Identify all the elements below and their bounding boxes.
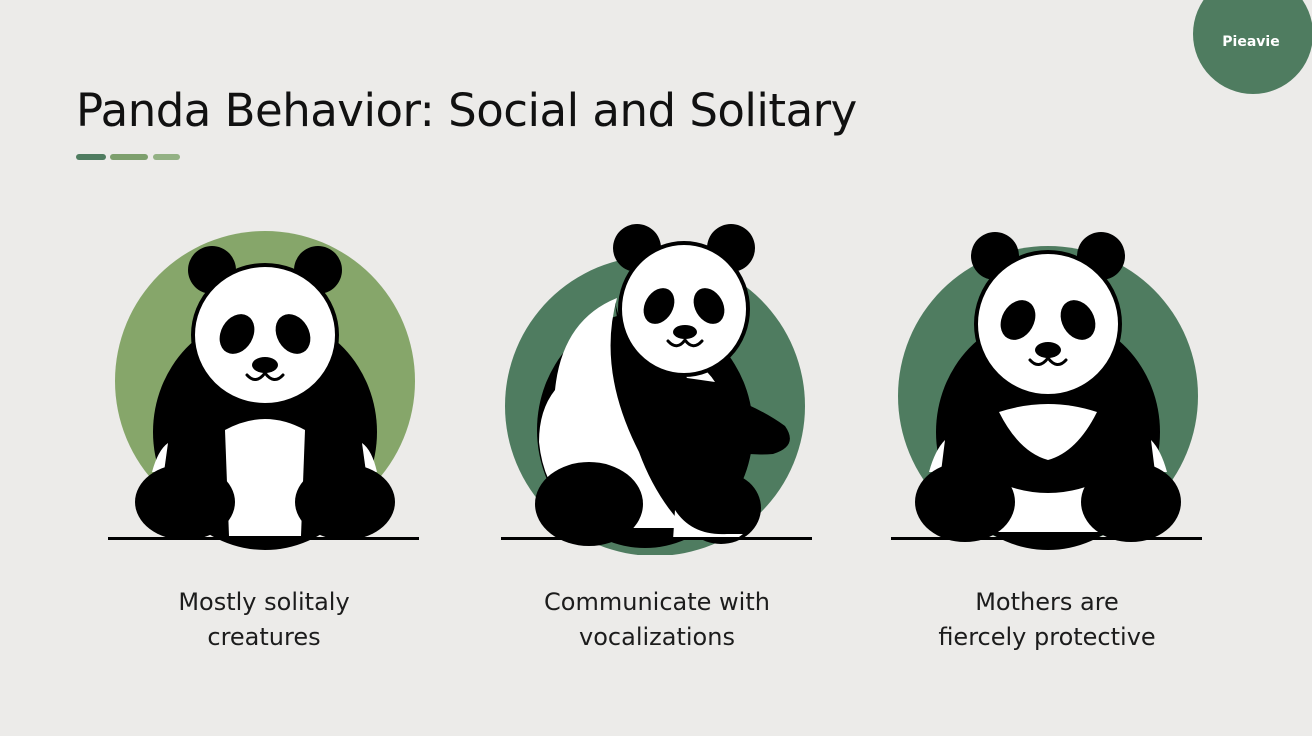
- caption-line: Mostly solitaly: [178, 588, 350, 616]
- card-caption: Communicate with vocalizations: [487, 585, 827, 655]
- badge: Pieavie: [1193, 0, 1312, 94]
- sitting-panda-icon: [108, 231, 419, 550]
- underline-dash: [110, 154, 148, 160]
- hugging-panda-icon: [891, 232, 1202, 550]
- caption-line: fiercely protective: [938, 623, 1156, 651]
- side-panda-icon: [501, 224, 812, 555]
- card-caption: Mostly solitaly creatures: [94, 585, 434, 655]
- caption-line: Communicate with: [544, 588, 770, 616]
- badge-label: Pieavie: [1222, 34, 1280, 50]
- caption-line: vocalizations: [579, 623, 735, 651]
- card-protective: Mothers are fiercely protective: [877, 210, 1217, 670]
- underline-dash: [153, 154, 180, 160]
- underline-dash: [76, 154, 106, 160]
- card-vocalizations: Communicate with vocalizations: [487, 210, 827, 670]
- caption-line: creatures: [207, 623, 321, 651]
- card-solitary: Mostly solitaly creatures: [94, 210, 434, 670]
- caption-line: Mothers are: [975, 588, 1119, 616]
- card-caption: Mothers are fiercely protective: [877, 585, 1217, 655]
- slide-title: Panda Behavior: Social and Solitary: [76, 84, 857, 137]
